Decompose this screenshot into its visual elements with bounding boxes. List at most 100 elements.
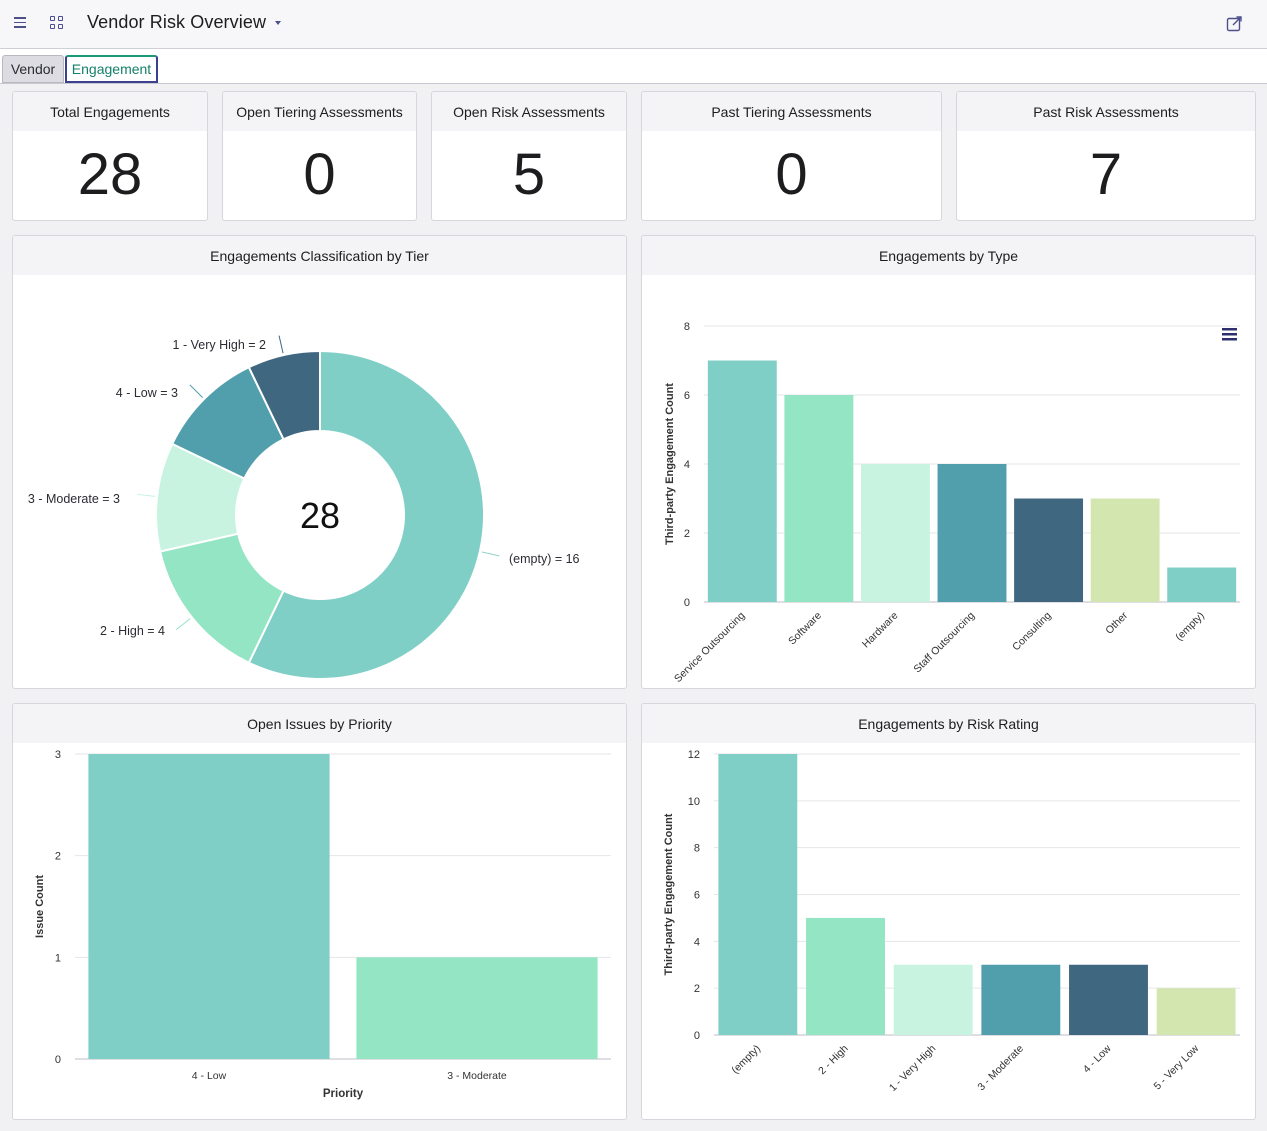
chart-card-tier-classification: Engagements Classification by Tier (empt… <box>12 235 627 689</box>
chart-title: Engagements Classification by Tier <box>13 236 626 275</box>
x-tick-label: Software <box>786 610 824 648</box>
slice-label: (empty) = 16 <box>509 552 580 566</box>
menu-line <box>1222 328 1237 331</box>
kpi-value: 0 <box>775 142 808 207</box>
kpi-card-total-engagements[interactable]: Total Engagements 28 <box>12 91 208 221</box>
kpi-label: Open Risk Assessments <box>432 92 626 131</box>
top-bar: Vendor Risk Overview <box>0 0 1267 49</box>
slice-connector <box>175 618 191 631</box>
tab-engagement[interactable]: Engagement <box>65 55 158 83</box>
bar <box>1069 964 1148 1035</box>
kpi-value: 28 <box>77 142 143 207</box>
x-axis-title: Priority <box>323 1088 364 1100</box>
slice-connector <box>189 384 203 398</box>
kpi-card-past-risk-assessments[interactable]: Past Risk Assessments 7 <box>956 91 1256 221</box>
kpi-card-past-tiering-assessments[interactable]: Past Tiering Assessments 0 <box>641 91 942 221</box>
bar <box>893 964 973 1035</box>
slice-connector <box>481 551 500 557</box>
x-tick-label: 3 - Moderate <box>447 1070 507 1082</box>
bar <box>806 917 885 1035</box>
y-tick-label: 0 <box>684 597 690 609</box>
y-axis-title: Third-party Engagement Count <box>664 383 676 545</box>
menu-line <box>1222 338 1237 341</box>
kpi-label: Open Tiering Assessments <box>223 92 416 131</box>
chart-title: Engagements by Type <box>642 236 1255 275</box>
share-icon[interactable] <box>1226 15 1243 32</box>
chart-card-engagements-by-type: Engagements by Type 0 2 4 6 8 Service Outsour… <box>641 235 1256 689</box>
bar <box>356 957 598 1059</box>
y-tick-label: 12 <box>688 749 700 761</box>
bar-chart-engagements-by-type: 0 2 4 6 8 Service Outsourcing Software Hardware… <box>664 321 1240 685</box>
donut-slice <box>247 349 485 680</box>
chart-card-open-issues-by-priority: Open Issues by Priority 0 1 2 3 4 - Low 3 - M… <box>12 703 627 1120</box>
y-tick-label: 0 <box>694 1030 700 1042</box>
y-tick-label: 8 <box>684 321 690 333</box>
x-tick-label: Staff Outsourcing <box>911 610 977 676</box>
y-tick-label: 2 <box>684 528 690 540</box>
y-tick-label: 0 <box>55 1054 61 1066</box>
kpi-label: Total Engagements <box>13 92 207 131</box>
y-tick-label: 8 <box>694 843 700 855</box>
bar <box>1014 498 1084 602</box>
x-tick-label: 4 - Low <box>192 1070 227 1082</box>
y-tick-label: 1 <box>55 952 61 964</box>
x-tick-label: Hardware <box>860 610 901 651</box>
y-axis-title: Third-party Engagement Count <box>663 813 675 975</box>
bar-chart-open-issues-by-priority: 0 1 2 3 4 - Low 3 - Moderate Issue Count Priori… <box>34 749 611 1100</box>
x-tick-label: Other <box>1103 609 1130 636</box>
y-tick-label: 6 <box>684 390 690 402</box>
x-tick-label: Consulting <box>1010 610 1054 654</box>
dashboard-grid-icon[interactable] <box>50 16 64 30</box>
chart-card-engagements-by-risk-rating: Engagements by Risk Rating 0 2 4 6 8 10 12 (emp… <box>641 703 1256 1120</box>
y-tick-label: 10 <box>688 796 700 808</box>
slice-connector <box>278 335 284 354</box>
slice-label: 1 - Very High = 2 <box>173 338 266 352</box>
y-axis-title: Issue Count <box>34 875 46 938</box>
x-tick-label: (empty) <box>1173 610 1207 644</box>
y-tick-label: 6 <box>694 890 700 902</box>
bar-chart-engagements-by-risk-rating: 0 2 4 6 8 10 12 (empty) 2 - High 1 - Very High 3 -… <box>663 749 1240 1095</box>
kpi-card-open-tiering-assessments[interactable]: Open Tiering Assessments 0 <box>222 91 417 221</box>
bar <box>937 464 1007 602</box>
slice-label: 3 - Moderate = 3 <box>28 492 120 506</box>
y-tick-label: 4 <box>694 936 700 948</box>
bar <box>1090 498 1160 602</box>
x-tick-label: 2 - High <box>816 1043 851 1078</box>
slice-label: 4 - Low = 3 <box>116 386 178 400</box>
chart-title: Open Issues by Priority <box>13 704 626 743</box>
bar <box>981 964 1061 1035</box>
page-title: Vendor Risk Overview <box>87 12 267 32</box>
slice-label: 2 - High = 4 <box>100 624 165 638</box>
x-tick-label: Service Outsourcing <box>672 610 747 685</box>
donut-slice <box>247 349 321 441</box>
chart-menu-icon[interactable] <box>1222 328 1237 341</box>
x-tick-label: 4 - Low <box>1081 1042 1114 1075</box>
donut-center-total: 28 <box>300 495 340 536</box>
bar <box>707 360 777 602</box>
y-tick-label: 4 <box>684 459 690 471</box>
tab-bar: Vendor Engagement <box>0 49 1267 84</box>
bar <box>88 754 330 1059</box>
y-tick-label: 2 <box>694 983 700 995</box>
menu-line <box>1222 333 1237 336</box>
kpi-label: Past Tiering Assessments <box>642 92 941 131</box>
x-tick-label: 3 - Moderate <box>975 1043 1026 1094</box>
kpi-card-open-risk-assessments[interactable]: Open Risk Assessments 5 <box>431 91 627 221</box>
menu-icon[interactable] <box>14 17 26 29</box>
x-tick-label: 5 - Very Low <box>1152 1042 1202 1092</box>
x-tick-label: (empty) <box>729 1043 763 1077</box>
kpi-value: 5 <box>512 142 546 207</box>
y-tick-label: 2 <box>55 851 61 863</box>
bar <box>860 464 930 602</box>
y-tick-label: 3 <box>55 749 61 761</box>
chart-title: Engagements by Risk Rating <box>642 704 1255 743</box>
x-tick-label: 1 - Very High <box>887 1043 939 1095</box>
bar <box>1156 988 1236 1035</box>
slice-connector <box>137 493 156 497</box>
bar <box>1167 567 1237 602</box>
bar <box>718 754 798 1035</box>
tab-vendor[interactable]: Vendor <box>2 55 64 83</box>
title-dropdown-icon[interactable] <box>275 21 281 25</box>
kpi-value: 0 <box>303 142 336 207</box>
bar <box>784 395 854 602</box>
